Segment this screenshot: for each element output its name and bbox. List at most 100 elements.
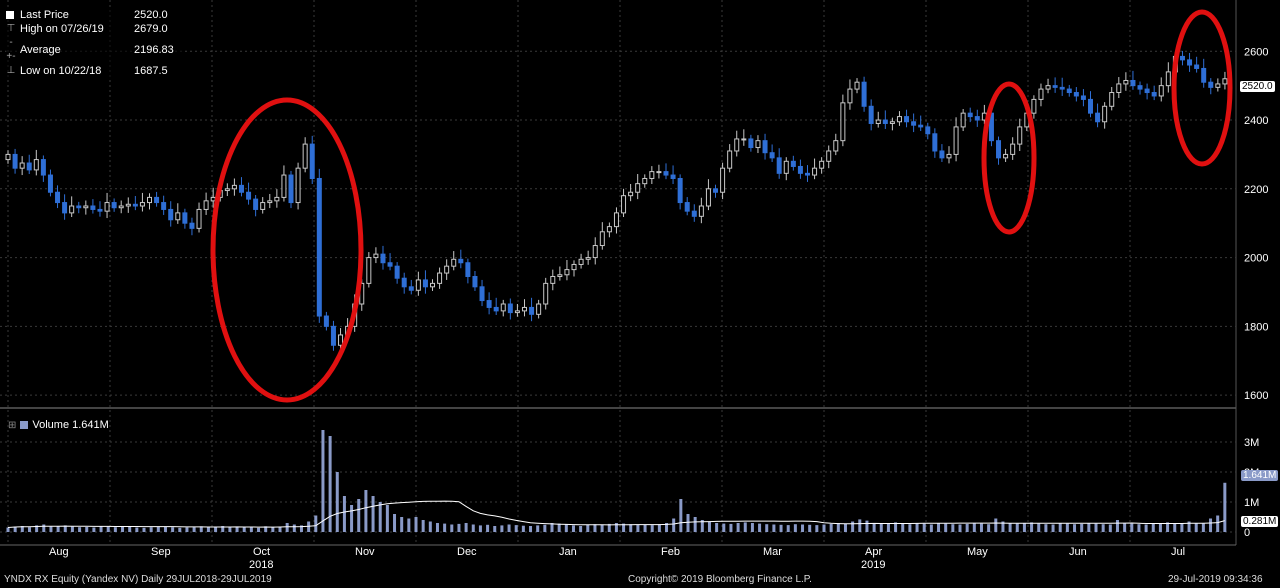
candle-body xyxy=(656,171,662,174)
legend-low-label: Low on 10/22/18 xyxy=(20,65,102,77)
legend-low-value: 1687.5 xyxy=(134,65,168,77)
annotation-ellipse xyxy=(981,81,1037,235)
candle-body xyxy=(182,212,188,224)
candle-body xyxy=(1080,95,1086,100)
candle-body xyxy=(147,196,153,204)
volume-bar xyxy=(421,520,425,532)
candle-body xyxy=(1059,86,1065,90)
candle-body xyxy=(613,212,619,228)
volume-bar xyxy=(593,524,597,532)
volume-bar xyxy=(743,522,747,532)
candle-body xyxy=(918,124,924,128)
volume-bar xyxy=(1137,524,1141,532)
volume-bar xyxy=(700,520,704,532)
candle-body xyxy=(621,195,627,214)
volume-bar xyxy=(937,523,941,532)
volume-bar xyxy=(607,523,611,532)
candle-body xyxy=(996,140,1002,159)
candle-body xyxy=(238,184,244,193)
volume-bar xyxy=(693,517,697,532)
volume-bar xyxy=(257,527,261,532)
volume-bar xyxy=(135,527,139,532)
candle-body xyxy=(161,202,167,210)
expand-icon[interactable]: ⊞ xyxy=(8,419,17,431)
candle-body xyxy=(387,262,393,267)
candle-body xyxy=(458,258,464,264)
candle-body xyxy=(139,202,145,207)
volume-bar xyxy=(808,524,812,532)
year-label: 2018 xyxy=(249,559,273,571)
volume-bar xyxy=(292,524,296,532)
volume-bar xyxy=(142,527,146,532)
price-tick-label: 2000 xyxy=(1244,253,1268,265)
candle-body xyxy=(529,306,535,315)
volume-bar xyxy=(435,523,439,532)
candle-body xyxy=(288,174,294,204)
volume-bar xyxy=(707,521,711,532)
candle-body xyxy=(1179,55,1185,61)
volume-bar xyxy=(679,499,683,532)
volume-bar xyxy=(314,515,318,532)
volume-bar xyxy=(35,525,39,532)
volume-bar xyxy=(350,505,354,532)
candle-body xyxy=(1215,83,1221,88)
volume-bar xyxy=(478,525,482,532)
volume-bar xyxy=(758,523,762,532)
candle-body xyxy=(946,153,952,159)
candle-body xyxy=(465,262,471,277)
volume-bar xyxy=(242,527,246,532)
candle-body xyxy=(104,202,110,212)
month-label: Feb xyxy=(661,546,680,558)
volume-bar xyxy=(715,523,719,532)
candle-body xyxy=(1208,81,1214,88)
candle-body xyxy=(415,279,421,291)
volume-bar xyxy=(1158,523,1162,532)
volume-bar xyxy=(13,526,17,532)
candle-body xyxy=(585,257,591,260)
candle-body xyxy=(154,196,160,204)
candle-body xyxy=(97,208,103,212)
volume-bar xyxy=(958,524,962,532)
volume-bar xyxy=(629,524,633,532)
candle-body xyxy=(741,138,747,141)
volume-bar xyxy=(951,524,955,532)
candle-body xyxy=(1066,88,1072,94)
candle-body xyxy=(684,202,690,212)
volume-bar xyxy=(571,525,575,532)
month-label: Nov xyxy=(355,546,375,558)
volume-bar xyxy=(894,522,898,532)
volume-bar xyxy=(529,526,533,532)
volume-bar xyxy=(1073,524,1077,532)
candle-body xyxy=(649,171,655,179)
volume-bar xyxy=(156,526,160,532)
volume-bar xyxy=(779,524,783,532)
volume-average-line xyxy=(7,500,1225,528)
candle-body xyxy=(578,258,584,265)
candle-body xyxy=(606,226,612,233)
footer-copyright: Copyright© 2019 Bloomberg Finance L.P. xyxy=(628,574,812,585)
volume-bar xyxy=(786,525,790,532)
volume-bar xyxy=(987,524,991,532)
volume-bar xyxy=(486,524,490,532)
candle-body xyxy=(1144,88,1150,94)
legend-high-label: High on 07/26/19 xyxy=(20,23,104,35)
volume-bar xyxy=(1194,523,1198,532)
volume-bar xyxy=(543,524,547,532)
candle-body xyxy=(302,143,308,169)
candle-body xyxy=(33,159,39,171)
candle-body xyxy=(437,272,443,284)
candle-body xyxy=(762,140,768,154)
volume-bar xyxy=(450,524,454,532)
average-marker-icon: -+- xyxy=(6,37,16,62)
volume-bar xyxy=(858,519,862,532)
volume-bar xyxy=(908,524,912,532)
candle-body xyxy=(882,119,888,124)
volume-bar xyxy=(185,527,189,532)
volume-bar xyxy=(407,518,411,532)
candle-body xyxy=(118,205,124,209)
month-label: Mar xyxy=(763,546,782,558)
volume-swatch-icon xyxy=(20,421,29,429)
volume-bar xyxy=(972,523,976,532)
candle-body xyxy=(451,258,457,267)
candle-body xyxy=(670,174,676,179)
